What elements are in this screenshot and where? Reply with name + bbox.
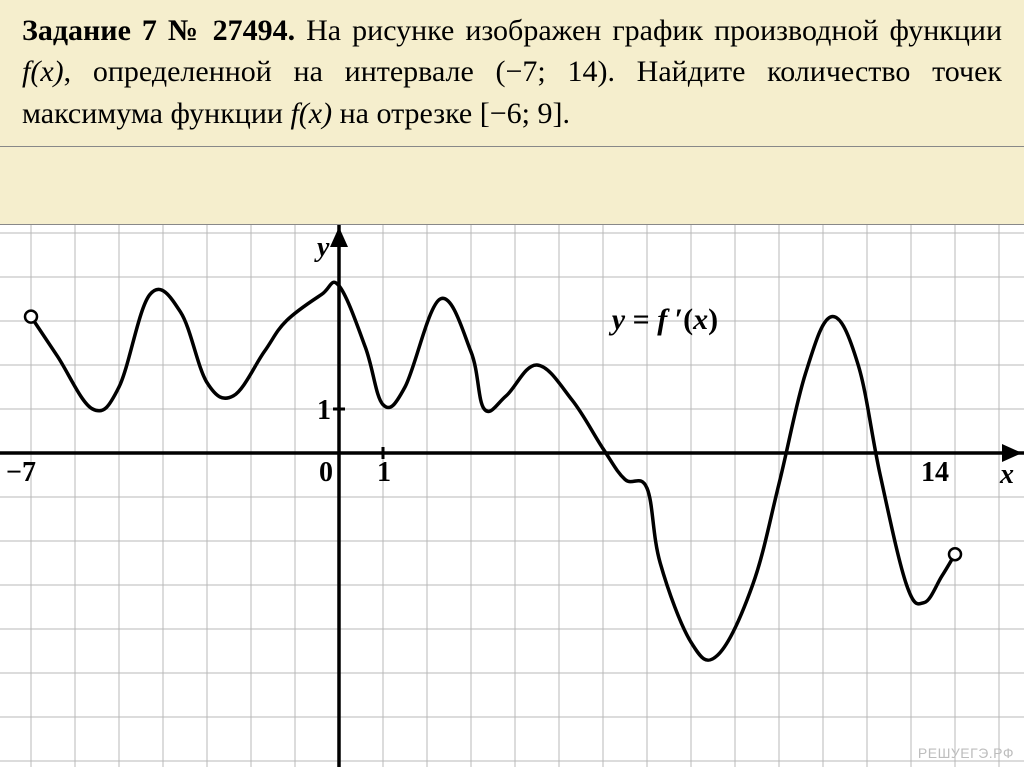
body-1: На рисунке изображен график производной … — [295, 14, 1002, 47]
fx-2: f(x) — [290, 97, 332, 130]
svg-text:x: x — [999, 459, 1014, 490]
svg-text:0: 0 — [319, 457, 333, 488]
task-title: Задание 7 № 27494. — [22, 14, 295, 47]
svg-text:y = f ′(x): y = f ′(x) — [609, 303, 718, 336]
svg-text:y: y — [314, 232, 330, 263]
chart-area: y x 0 1 1 −7 14 y = f ′(x) РЕШУЕГЭ.РФ — [0, 225, 1024, 767]
watermark: РЕШУЕГЭ.РФ — [918, 745, 1014, 761]
body-3: на отрезке [−6; 9]. — [332, 97, 570, 130]
spacer-row — [0, 147, 1024, 225]
svg-text:14: 14 — [921, 457, 949, 488]
svg-text:1: 1 — [377, 457, 391, 488]
svg-text:−7: −7 — [6, 457, 36, 488]
svg-text:1: 1 — [317, 395, 331, 426]
derivative-chart: y x 0 1 1 −7 14 y = f ′(x) — [0, 225, 1024, 767]
fx-1: f(x) — [22, 55, 64, 88]
problem-statement: Задание 7 № 27494. На рисунке изображен … — [0, 0, 1024, 147]
